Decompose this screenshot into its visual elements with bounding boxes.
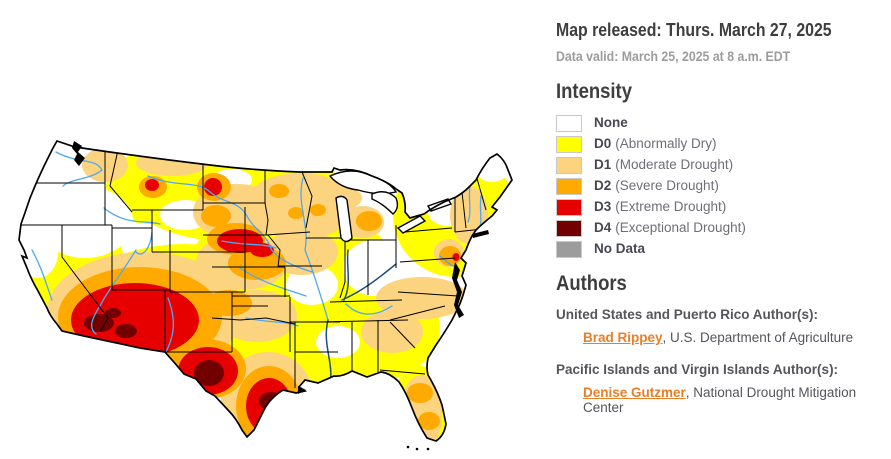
legend-code: D2	[594, 178, 612, 193]
swatch-none	[556, 114, 582, 132]
legend-name: (Extreme Drought)	[615, 199, 727, 214]
author-region-label: United States and Puerto Rico Author(s):	[556, 307, 819, 322]
lake-huron	[371, 191, 399, 215]
swatch-d3	[556, 198, 582, 216]
author-link-denise-gutzmer[interactable]: Denise Gutzmer	[583, 385, 686, 400]
legend-item-d2: D2 (Severe Drought)	[556, 177, 886, 195]
legend-name: (Moderate Drought)	[615, 157, 734, 172]
legend-name: (Abnormally Dry)	[615, 136, 717, 151]
florida-keys	[406, 445, 410, 449]
us-outline	[18, 139, 513, 442]
great-lakes	[328, 170, 453, 243]
lake-michigan	[335, 195, 353, 243]
legend-name: (Severe Drought)	[615, 178, 719, 193]
authors-heading: Authors	[556, 272, 627, 295]
coastal-details	[72, 141, 489, 451]
swatch-d4	[556, 219, 582, 237]
legend-code: D1	[594, 157, 612, 172]
author-affiliation: , U.S. Department of Agriculture	[662, 330, 854, 345]
chesapeake-bay	[452, 262, 464, 318]
legend-item-d1: D1 (Moderate Drought)	[556, 156, 886, 174]
legend-item-d3: D3 (Extreme Drought)	[556, 198, 886, 216]
swatch-d1	[556, 156, 582, 174]
author-block-pacific: Pacific Islands and Virgin Islands Autho…	[556, 362, 886, 415]
d4-exceptional-drought-regions	[84, 308, 283, 410]
intensity-heading: Intensity	[556, 80, 632, 103]
drought-map-svg	[18, 139, 513, 451]
intensity-legend: None D0 (Abnormally Dry) D1 (Moderate Drou…	[556, 114, 886, 258]
legend-name: (Exceptional Drought)	[615, 220, 746, 235]
legend-item-d0: D0 (Abnormally Dry)	[556, 135, 886, 153]
legend-code: D0	[594, 136, 612, 151]
author-region-label: Pacific Islands and Virgin Islands Autho…	[556, 362, 839, 377]
info-panel: Map released: Thurs. March 27, 2025 Data…	[556, 20, 886, 432]
long-island	[472, 230, 489, 238]
legend-item-no-data: No Data	[556, 240, 886, 258]
author-link-brad-rippey[interactable]: Brad Rippey	[583, 330, 663, 345]
lake-erie	[396, 215, 427, 234]
legend-code: None	[594, 115, 628, 130]
legend-item-d4: D4 (Exceptional Drought)	[556, 219, 886, 237]
legend-item-none: None	[556, 114, 886, 132]
map-released-text: Map released: Thurs. March 27, 2025	[556, 20, 832, 40]
florida-keys	[426, 447, 430, 451]
legend-code: No Data	[594, 241, 646, 256]
author-affiliation: , National Drought Mitigation Center	[583, 385, 857, 415]
swatch-d0	[556, 135, 582, 153]
swatch-no-data	[556, 240, 582, 258]
legend-code: D3	[594, 199, 612, 214]
mississippi-delta	[298, 386, 306, 394]
drought-map	[18, 139, 513, 451]
data-valid-text: Data valid: March 25, 2025 at 8 a.m. EDT	[556, 48, 791, 64]
florida-keys	[415, 447, 419, 451]
state-borders	[21, 146, 493, 388]
legend-code: D4	[594, 220, 612, 235]
swatch-d2	[556, 177, 582, 195]
puget-sound	[72, 141, 85, 166]
author-block-us: United States and Puerto Rico Author(s):…	[556, 307, 886, 345]
